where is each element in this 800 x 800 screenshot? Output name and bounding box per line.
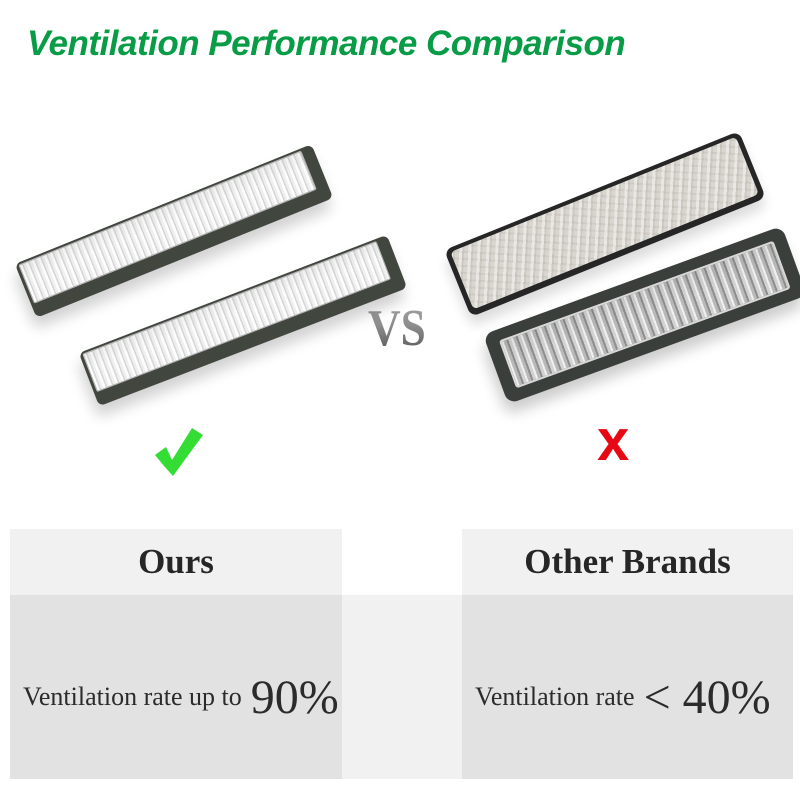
- check-icon: [148, 426, 206, 478]
- other-brands-header: Other Brands: [462, 529, 793, 595]
- ours-rate-prefix: Ventilation rate up to: [23, 682, 242, 711]
- other-rate-value: < 40%: [643, 670, 771, 724]
- other-rate-prefix: Ventilation rate: [475, 682, 635, 711]
- ours-rate-value: 90%: [250, 670, 339, 724]
- ours-header: Ours: [10, 529, 342, 595]
- vs-label: VS: [368, 300, 426, 357]
- other-rate-text: Ventilation rate < 40%: [462, 595, 793, 779]
- ours-rate-text: Ventilation rate up to 90%: [10, 595, 342, 779]
- panel-gap: [342, 595, 462, 779]
- page-title: Ventilation Performance Comparison: [27, 24, 626, 63]
- x-icon: x: [597, 408, 630, 473]
